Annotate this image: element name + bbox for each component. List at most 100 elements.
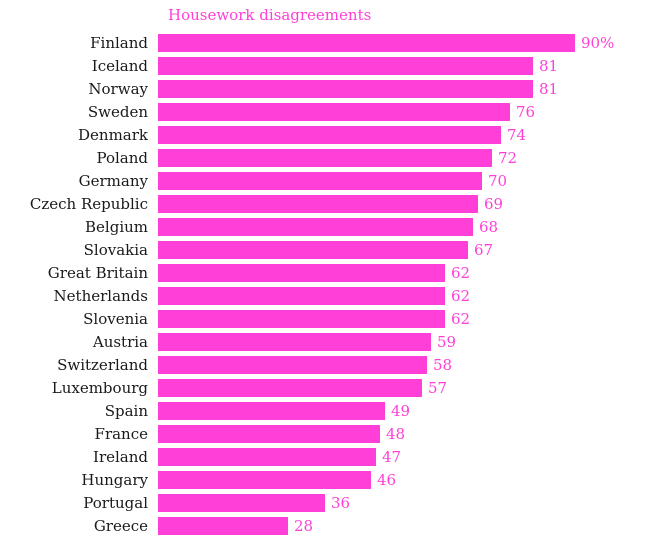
bar-row: Hungary 46 <box>0 468 663 491</box>
category-label: Denmark <box>78 125 148 144</box>
bar-row: Great Britain 62 <box>0 261 663 284</box>
bar <box>158 516 288 535</box>
category-label: Hungary <box>81 470 148 489</box>
category-label: Finland <box>90 33 148 52</box>
category-label: Greece <box>93 516 148 535</box>
bar-area: 72 <box>158 146 663 169</box>
bar-row: Netherlands 62 <box>0 284 663 307</box>
bar <box>158 309 445 328</box>
bar <box>158 401 385 420</box>
value-label: 76 <box>516 102 536 121</box>
bar <box>158 240 468 259</box>
bar <box>158 194 478 213</box>
bar-area: 49 <box>158 399 663 422</box>
bar-area: 62 <box>158 307 663 330</box>
bar <box>158 102 510 121</box>
value-label: 46 <box>377 470 397 489</box>
value-label: 28 <box>294 516 314 535</box>
bar-area: 62 <box>158 261 663 284</box>
bar-area: 58 <box>158 353 663 376</box>
value-label: 47 <box>382 447 402 466</box>
bar-row: Slovakia 67 <box>0 238 663 261</box>
category-label: Poland <box>96 148 148 167</box>
bar-area: 81 <box>158 77 663 100</box>
bar-row: Ireland 47 <box>0 445 663 468</box>
value-label: 49 <box>391 401 411 420</box>
value-label: 36 <box>331 493 351 512</box>
bar <box>158 171 482 190</box>
value-label: 57 <box>428 378 448 397</box>
value-label: 67 <box>474 240 494 259</box>
value-label: 69 <box>484 194 504 213</box>
value-label: 90% <box>581 33 615 52</box>
bar-area: 69 <box>158 192 663 215</box>
bar <box>158 263 445 282</box>
category-label: Austria <box>92 332 148 351</box>
bar <box>158 148 492 167</box>
bar <box>158 493 325 512</box>
bar-area: 62 <box>158 284 663 307</box>
value-label: 70 <box>488 171 508 190</box>
bar-row: Germany 70 <box>0 169 663 192</box>
bar-rows: Finland 90% Iceland 81 Norway 81 Sweden 76 Denma… <box>0 31 663 537</box>
bar-row: Greece 28 <box>0 514 663 537</box>
value-label: 59 <box>437 332 457 351</box>
bar-row: Portugal 36 <box>0 491 663 514</box>
bar-area: 36 <box>158 491 663 514</box>
category-label: Spain <box>104 401 148 420</box>
value-label: 48 <box>386 424 406 443</box>
category-label: Czech Republic <box>29 194 148 213</box>
category-label: Sweden <box>87 102 148 121</box>
bar <box>158 56 533 75</box>
category-label: Luxembourg <box>51 378 148 397</box>
value-label: 74 <box>507 125 527 144</box>
category-label: Ireland <box>93 447 148 466</box>
category-label: Portugal <box>83 493 148 512</box>
value-label: 62 <box>451 286 471 305</box>
bar-area: 68 <box>158 215 663 238</box>
category-label: Slovenia <box>83 309 148 328</box>
category-label: Slovakia <box>83 240 148 259</box>
bar <box>158 424 380 443</box>
value-label: 58 <box>433 355 453 374</box>
category-label: Iceland <box>91 56 148 75</box>
bar <box>158 79 533 98</box>
bar <box>158 125 501 144</box>
bar-row: Poland 72 <box>0 146 663 169</box>
bar-area: 46 <box>158 468 663 491</box>
value-label: 72 <box>498 148 518 167</box>
value-label: 62 <box>451 263 471 282</box>
bar <box>158 470 371 489</box>
value-label: 68 <box>479 217 499 236</box>
bar <box>158 378 422 397</box>
bar-row: Denmark 74 <box>0 123 663 146</box>
bar-row: Luxembourg 57 <box>0 376 663 399</box>
category-label: Belgium <box>85 217 148 236</box>
bar-row: Iceland 81 <box>0 54 663 77</box>
bar-row: Slovenia 62 <box>0 307 663 330</box>
bar <box>158 33 575 52</box>
value-label: 81 <box>539 79 559 98</box>
bar-area: 67 <box>158 238 663 261</box>
bar-row: Spain 49 <box>0 399 663 422</box>
value-label: 62 <box>451 309 471 328</box>
bar-area: 76 <box>158 100 663 123</box>
chart-title: Housework disagreements <box>168 6 372 24</box>
bar-row: Finland 90% <box>0 31 663 54</box>
bar <box>158 332 431 351</box>
bar-area: 47 <box>158 445 663 468</box>
category-label: Great Britain <box>47 263 148 282</box>
bar <box>158 217 473 236</box>
bar-row: Belgium 68 <box>0 215 663 238</box>
bar-row: Norway 81 <box>0 77 663 100</box>
bar-area: 90% <box>158 31 663 54</box>
category-label: Switzerland <box>57 355 148 374</box>
bar-area: 70 <box>158 169 663 192</box>
category-label: Norway <box>88 79 148 98</box>
bar-area: 28 <box>158 514 663 537</box>
bar-row: Switzerland 58 <box>0 353 663 376</box>
bar-area: 59 <box>158 330 663 353</box>
bar <box>158 355 427 374</box>
bar <box>158 447 376 466</box>
value-label: 81 <box>539 56 559 75</box>
